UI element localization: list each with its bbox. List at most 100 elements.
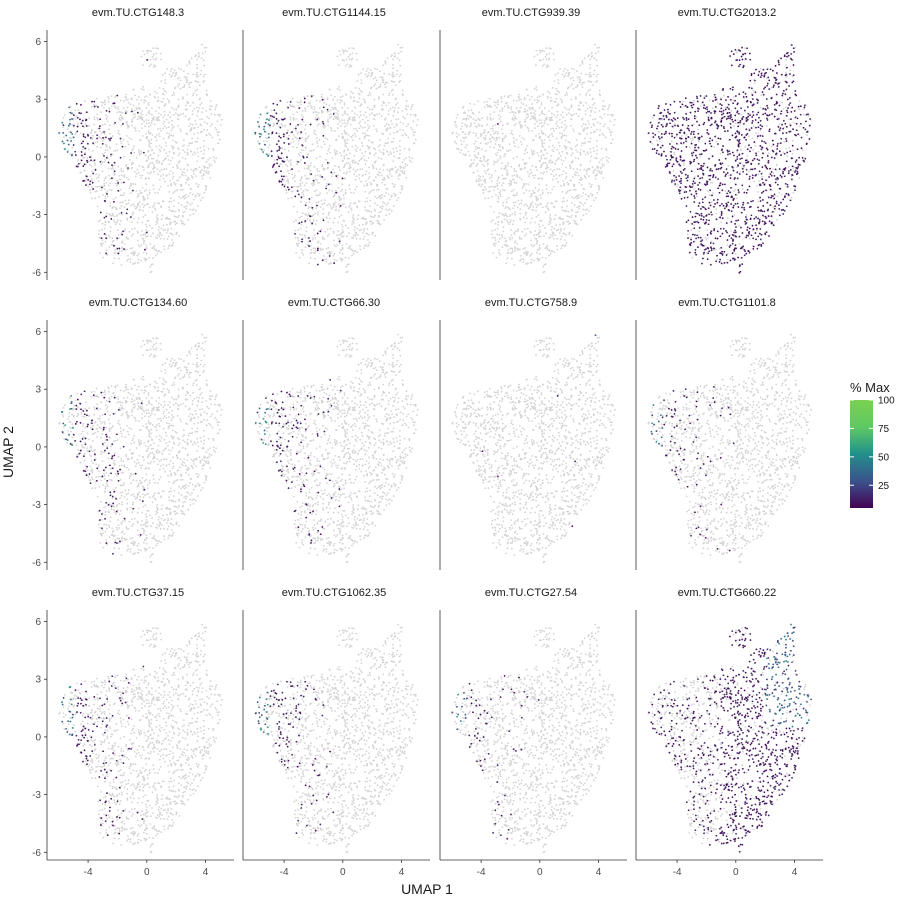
cell-point [195, 106, 198, 109]
cell-point [356, 58, 358, 61]
cell-point [104, 103, 106, 106]
cell-point [339, 169, 341, 171]
cell-point [518, 99, 520, 101]
cell-point [142, 216, 145, 218]
cell-point [132, 88, 135, 91]
cell-point [494, 239, 497, 242]
cell-point [367, 244, 370, 247]
cell-point-expressed [309, 123, 312, 126]
cell-point [332, 254, 335, 257]
cell-point [383, 202, 386, 205]
cell-point [400, 50, 403, 53]
cell-point [220, 118, 223, 121]
cell-point [373, 118, 376, 121]
cell-point [487, 141, 489, 144]
cell-point [158, 226, 160, 228]
cell-point [405, 125, 408, 128]
cell-point [360, 82, 363, 84]
cell-point [157, 112, 160, 115]
cell-point [102, 194, 104, 196]
cell-point [109, 213, 111, 216]
cell-point [307, 207, 310, 210]
cell-point [188, 81, 191, 84]
cell-point [145, 122, 148, 125]
cell-point [329, 227, 332, 230]
cell-point [538, 229, 541, 231]
cell-point [568, 222, 571, 225]
cell-point [573, 197, 575, 200]
cell-point [295, 185, 298, 188]
cell-point [515, 107, 518, 110]
cell-point [397, 43, 399, 46]
cell-point [492, 185, 495, 188]
cell-point [560, 159, 563, 161]
cell-point [507, 196, 510, 199]
cell-point [522, 247, 525, 250]
cell-point [494, 124, 497, 126]
cell-point [172, 125, 175, 128]
cell-point [156, 192, 159, 194]
cell-point [124, 199, 127, 202]
cell-point [365, 232, 368, 235]
cell-point-expressed [275, 112, 278, 115]
cell-point [355, 237, 358, 240]
cell-point [171, 157, 174, 159]
cell-point-expressed [98, 127, 101, 130]
cell-point [553, 251, 555, 254]
cell-point-expressed [279, 147, 281, 150]
cell-point [313, 165, 316, 168]
cell-point [263, 140, 265, 142]
cell-point [158, 135, 161, 138]
cell-point [455, 117, 458, 119]
cell-point [573, 189, 575, 191]
cell-point [588, 76, 591, 78]
cell-point-expressed [270, 150, 273, 152]
cell-point [173, 199, 176, 202]
cell-point [179, 87, 182, 90]
cell-point [554, 234, 556, 237]
cell-point [521, 230, 524, 233]
cell-point [469, 102, 471, 105]
cell-point [351, 145, 354, 148]
cell-point [193, 133, 196, 135]
cell-point [499, 116, 502, 118]
cell-point [520, 178, 523, 181]
cell-point [344, 131, 346, 134]
cell-point [387, 193, 390, 196]
cell-point [170, 182, 173, 185]
cell-point [290, 159, 292, 161]
cell-point [171, 146, 174, 149]
cell-point [508, 107, 510, 109]
cell-point [494, 222, 497, 225]
cell-point [315, 207, 317, 210]
cell-point [483, 106, 486, 108]
cell-point [497, 195, 500, 198]
cell-point [545, 58, 548, 61]
cell-point [91, 129, 93, 132]
cell-point [549, 214, 552, 216]
cell-point [574, 156, 577, 159]
cell-point [513, 142, 516, 145]
cell-point [593, 124, 595, 127]
cell-point [531, 165, 534, 167]
cell-point [137, 194, 140, 197]
cell-point [364, 206, 366, 209]
cell-point [206, 167, 209, 170]
cell-point [111, 166, 114, 169]
cell-point [338, 64, 340, 66]
cell-point [555, 122, 558, 125]
cell-point [356, 114, 358, 116]
cell-point [352, 252, 355, 255]
cell-point [568, 189, 570, 192]
cell-point [199, 147, 202, 149]
cell-point [119, 201, 122, 204]
cell-point [592, 171, 595, 174]
cell-point [316, 140, 318, 143]
cell-point-expressed [308, 198, 311, 200]
cell-point [472, 132, 475, 134]
cell-point [292, 134, 295, 136]
cell-point [175, 222, 178, 225]
cell-point [145, 252, 148, 255]
cell-point [585, 73, 587, 76]
cell-point-expressed [71, 118, 73, 120]
